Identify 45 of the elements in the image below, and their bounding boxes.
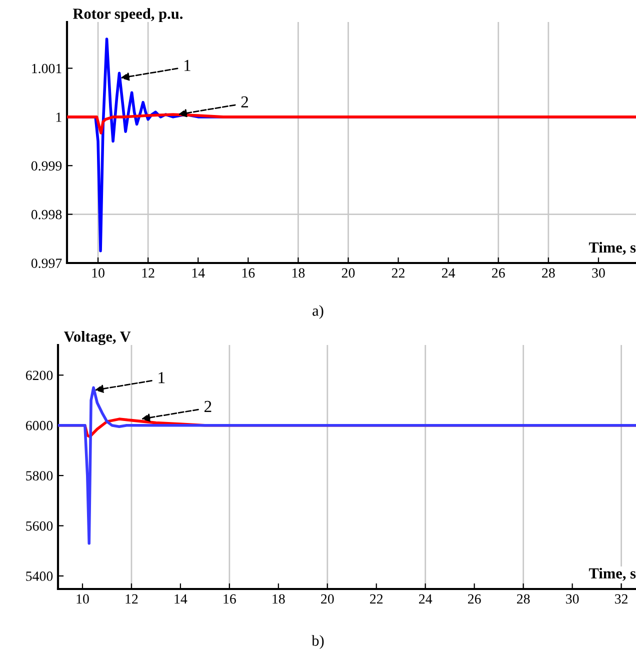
x-tick-label: 10 [92,268,104,278]
x-tick-label: 18 [292,268,305,278]
x-tick-label: 20 [342,268,355,278]
x-tick-label: 16 [242,268,255,278]
x-tick-label: 30 [592,268,605,278]
line-series [58,386,636,545]
x-tick-label: 16 [224,594,236,604]
x-axis-title: Time, s [588,242,636,255]
y-tick-label: 0.997 [31,258,62,268]
annotation: 2 [204,400,212,412]
text: b) [312,635,324,649]
x-tick-label: 18 [272,594,285,604]
line-series [67,113,636,134]
x-tick-label: 14 [174,594,188,604]
x-tick-label: 14 [192,268,205,278]
x-tick-label: 28 [517,594,530,604]
x-tick-label: 30 [566,594,579,604]
y-axis-title: Rotor speed, p.u. [72,8,183,22]
x-tick-label: 20 [321,594,334,604]
x-tick-label: 26 [468,594,481,604]
x-tick-label: 24 [419,594,432,604]
x-tick-label: 26 [492,268,505,278]
text: a) [312,305,324,319]
annotation: 2 [241,96,248,108]
annotation: 1 [184,60,190,71]
y-tick-label: 1 [56,112,62,122]
x-tick-label: 22 [370,594,383,604]
x-tick-label: 28 [542,268,555,278]
y-tick-label: 5600 [26,521,53,531]
x-axis-title: Time, s [588,568,636,581]
y-tick-label: 5400 [26,572,53,581]
y-tick-label: 6000 [26,420,53,430]
y-tick-label: 6200 [26,370,53,380]
x-tick-label: 12 [142,268,154,278]
x-tick-label: 12 [126,594,138,604]
x-tick-label: 22 [392,268,404,278]
x-tick-label: 10 [76,594,89,604]
y-tick-label: 1.001 [32,64,62,74]
y-tick-label: 0.999 [31,161,62,171]
y-tick-label: 0.998 [31,210,62,220]
y-tick-label: 5800 [26,471,53,480]
x-tick-label: 32 [615,594,628,604]
y-axis-title: Voltage, V [64,331,131,345]
annotation: 1 [158,372,165,384]
x-tick-label: 24 [442,268,456,278]
